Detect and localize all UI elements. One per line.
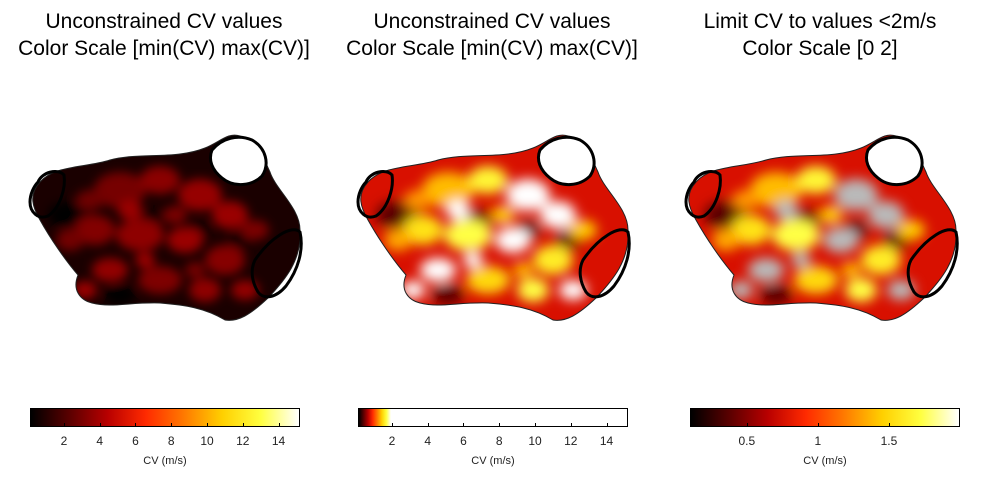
colorbar-tick-label: 6 bbox=[460, 434, 467, 448]
colorbar-tick-label: 6 bbox=[132, 434, 139, 448]
colorbar bbox=[358, 408, 628, 427]
colorbar-tick-mark bbox=[463, 423, 465, 427]
pulmonary-vein-outline bbox=[536, 135, 596, 186]
colorbar-tick-label: 1.5 bbox=[880, 434, 898, 448]
colorbar-tick-label: 14 bbox=[271, 434, 286, 448]
title-line-2: Color Scale [min(CV) max(CV)] bbox=[18, 37, 310, 60]
panel-title: Unconstrained CV values Color Scale [min… bbox=[0, 8, 328, 62]
colorbar bbox=[690, 408, 960, 427]
map-surface bbox=[688, 135, 957, 321]
colorbar-tick-label: 2 bbox=[60, 434, 68, 448]
pulmonary-vein-outline bbox=[864, 135, 924, 186]
colorbar-tick-mark bbox=[570, 423, 572, 427]
colorbar-tick-mark bbox=[499, 423, 501, 427]
cv-map-dark bbox=[28, 134, 303, 321]
colorbar-tick-mark bbox=[63, 423, 65, 427]
colorbar-label: CV (m/s) bbox=[471, 455, 515, 467]
pulmonary-vein-outline bbox=[684, 170, 722, 219]
colorbar-tick-label: 0.5 bbox=[738, 434, 756, 448]
colorbar-label: CV (m/s) bbox=[143, 455, 187, 467]
colorbar-tick-label: 8 bbox=[167, 434, 175, 448]
colorbar-tick-mark bbox=[99, 423, 101, 427]
title-line-1: Limit CV to values <2m/s bbox=[703, 10, 937, 33]
panel-2: Unconstrained CV values Color Scale [min… bbox=[328, 0, 656, 481]
colorbar-tick-mark bbox=[427, 423, 429, 427]
colorbar-tick-label: 12 bbox=[564, 434, 578, 448]
title-line-1: Unconstrained CV values bbox=[45, 10, 283, 33]
colorbar-tick-label: 14 bbox=[599, 434, 614, 448]
colorbar-tick-label: 10 bbox=[528, 434, 542, 448]
colorbar-tick-mark bbox=[391, 423, 393, 427]
colorbar-tick-mark bbox=[171, 423, 173, 427]
colorbar-tick-label: 12 bbox=[236, 434, 250, 448]
colorbar-label: CV (m/s) bbox=[803, 455, 847, 467]
colorbar-tick-mark bbox=[535, 423, 537, 427]
panel-1: Unconstrained CV values Color Scale [min… bbox=[0, 0, 328, 481]
colorbar-tick-mark bbox=[242, 423, 244, 427]
colorbar-tick-label: 4 bbox=[96, 434, 104, 448]
title-line-2: Color Scale [min(CV) max(CV)] bbox=[346, 37, 638, 60]
colorbar-tick-mark bbox=[207, 423, 209, 427]
pulmonary-vein-outline bbox=[356, 170, 394, 219]
panel-title: Limit CV to values <2m/s Color Scale [0 … bbox=[656, 8, 984, 62]
colorbar-tick-mark bbox=[135, 423, 137, 427]
colorbar-tick-label: 4 bbox=[424, 434, 432, 448]
pulmonary-vein-outline bbox=[250, 228, 303, 299]
colorbar-tick-label: 10 bbox=[200, 434, 214, 448]
panel-title: Unconstrained CV values Color Scale [min… bbox=[328, 8, 656, 62]
panel-3: Limit CV to values <2m/s Color Scale [0 … bbox=[656, 0, 984, 481]
colorbar-tick-mark bbox=[888, 423, 890, 427]
colorbar-tick-mark bbox=[278, 423, 280, 427]
map-surface bbox=[32, 135, 301, 321]
pulmonary-vein-outline bbox=[906, 228, 959, 299]
map-surface bbox=[360, 135, 629, 321]
colorbar-tick-mark bbox=[817, 423, 819, 427]
colorbar bbox=[30, 408, 300, 427]
pulmonary-vein-outline bbox=[578, 228, 631, 299]
cv-map-hot bbox=[356, 134, 631, 321]
colorbar-tick-mark bbox=[606, 423, 608, 427]
pulmonary-vein-outline bbox=[208, 135, 268, 186]
colorbar-tick-mark bbox=[746, 423, 748, 427]
pulmonary-vein-outline bbox=[28, 170, 66, 219]
colorbar-tick-label: 1 bbox=[814, 434, 822, 448]
cv-map-limited bbox=[684, 134, 959, 321]
colorbar-tick-label: 2 bbox=[388, 434, 396, 448]
title-line-1: Unconstrained CV values bbox=[373, 10, 611, 33]
title-line-2: Color Scale [0 2] bbox=[742, 37, 898, 60]
colorbar-tick-label: 8 bbox=[495, 434, 503, 448]
